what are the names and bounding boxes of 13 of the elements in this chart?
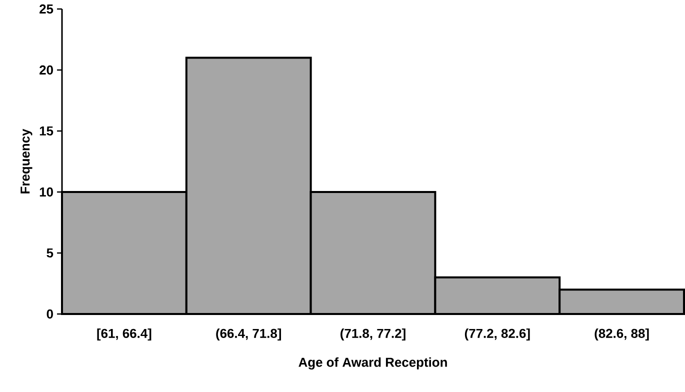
x-tick-label: [61, 66.4] bbox=[97, 328, 152, 341]
y-tick-label: 0 bbox=[46, 309, 53, 319]
x-tick-label: (66.4, 71.8] bbox=[216, 328, 281, 341]
x-tick-label: (71.8, 77.2] bbox=[340, 328, 406, 341]
y-axis-title: Frequency bbox=[20, 128, 32, 194]
y-tick-label: 20 bbox=[40, 65, 53, 75]
x-tick-label: (77.2, 82.6] bbox=[464, 328, 530, 341]
y-tick-label: 5 bbox=[46, 248, 54, 258]
x-axis-title: Age of Award Reception bbox=[298, 357, 447, 370]
y-tick-label: 15 bbox=[40, 126, 54, 136]
x-tick-label: (82.6, 88] bbox=[594, 328, 649, 341]
y-tick-label: 10 bbox=[40, 187, 53, 197]
y-tick-label: 25 bbox=[40, 4, 54, 14]
